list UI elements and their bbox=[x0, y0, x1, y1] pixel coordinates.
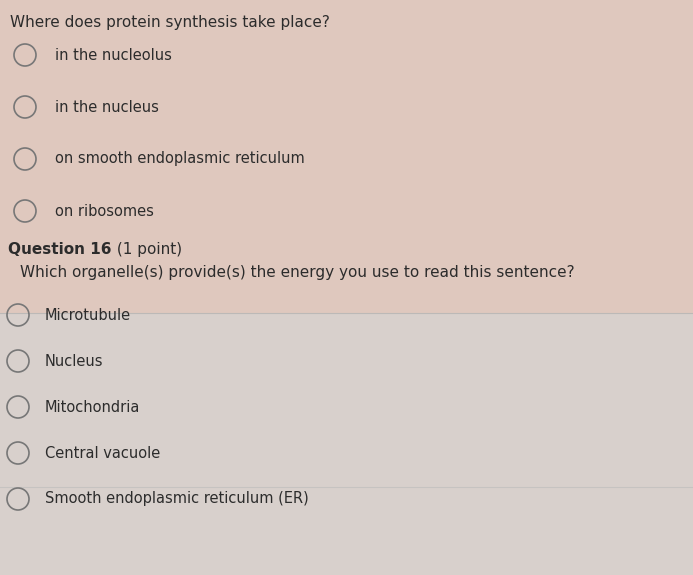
Text: (1 point): (1 point) bbox=[112, 242, 182, 257]
Text: in the nucleolus: in the nucleolus bbox=[55, 48, 172, 63]
Text: Nucleus: Nucleus bbox=[45, 354, 103, 369]
Text: Mitochondria: Mitochondria bbox=[45, 400, 141, 415]
Text: on ribosomes: on ribosomes bbox=[55, 204, 154, 218]
Bar bbox=[0, 0, 693, 313]
Text: Where does protein synthesis take place?: Where does protein synthesis take place? bbox=[10, 15, 330, 30]
Text: Question 16: Question 16 bbox=[8, 242, 112, 257]
Text: Central vacuole: Central vacuole bbox=[45, 446, 160, 461]
Text: Microtubule: Microtubule bbox=[45, 308, 131, 323]
Text: Which organelle(s) provide(s) the energy you use to read this sentence?: Which organelle(s) provide(s) the energy… bbox=[20, 265, 574, 280]
Text: in the nucleus: in the nucleus bbox=[55, 99, 159, 114]
Text: Smooth endoplasmic reticulum (ER): Smooth endoplasmic reticulum (ER) bbox=[45, 492, 309, 507]
Text: on smooth endoplasmic reticulum: on smooth endoplasmic reticulum bbox=[55, 151, 305, 167]
Bar bbox=[0, 313, 693, 575]
